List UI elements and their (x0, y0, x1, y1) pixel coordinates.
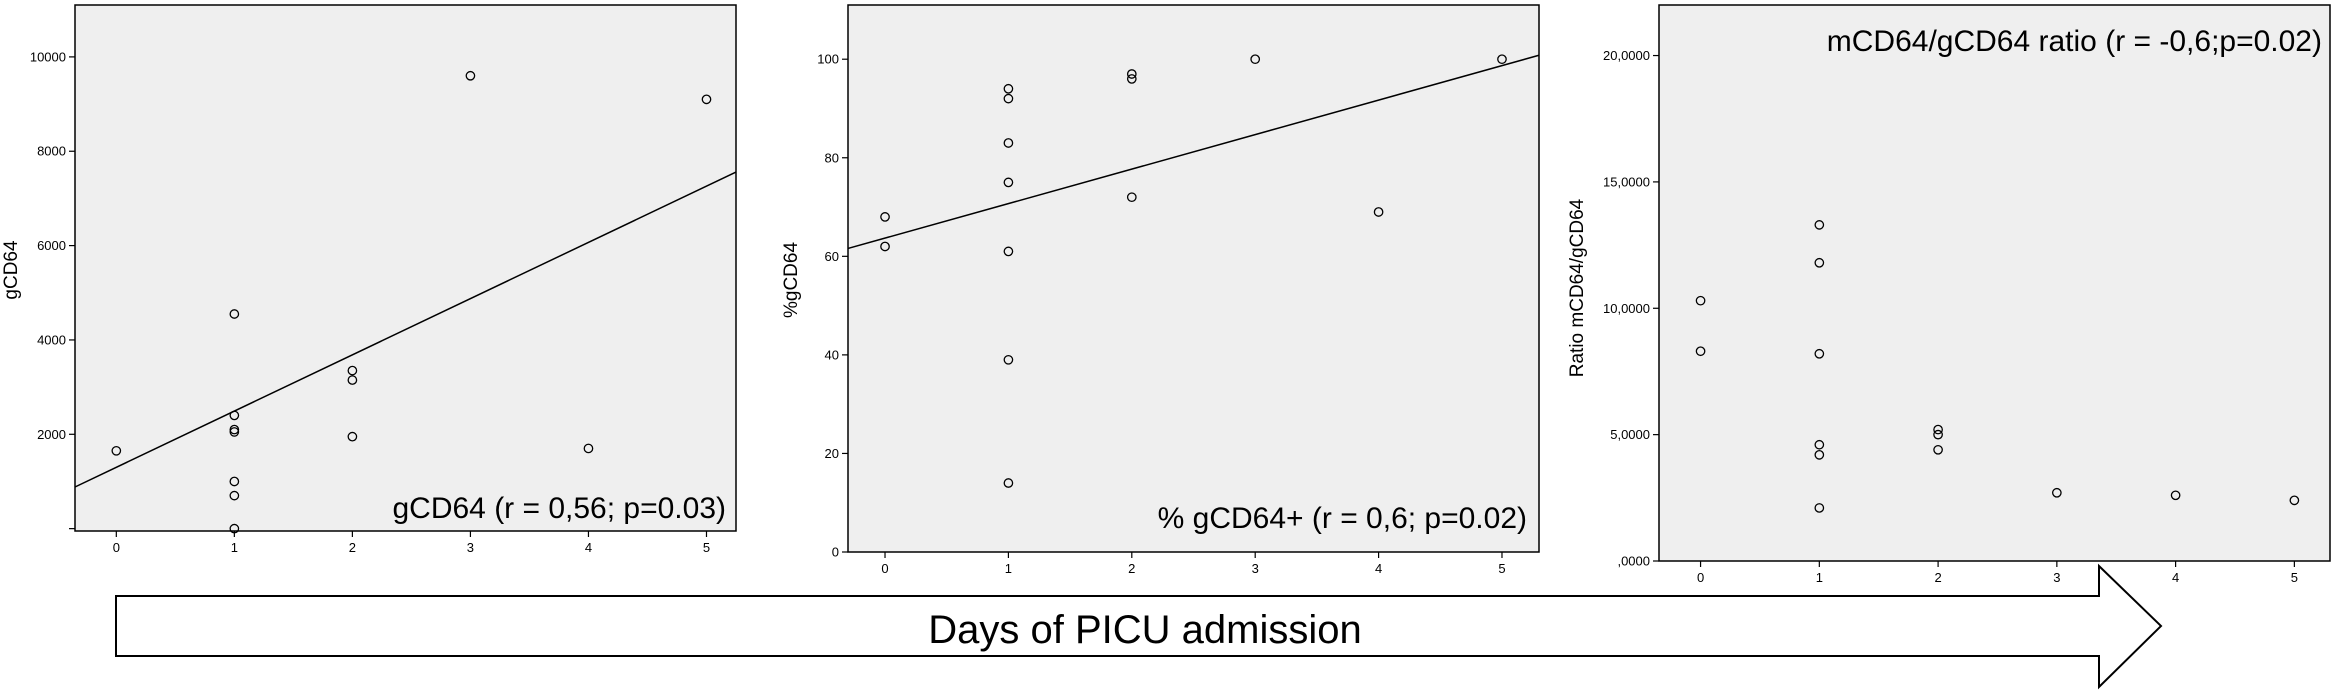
data-point (1003, 138, 1014, 148)
y-axis-title: gCD64 (1, 240, 22, 300)
data-point (347, 375, 358, 385)
data-point (229, 410, 240, 421)
data-point (1933, 424, 1943, 435)
y-tick-label: 20 (825, 446, 839, 461)
days-arrow: Days of PICU admission (115, 563, 2163, 690)
x-tick-label: 3 (1252, 561, 1259, 576)
x-tick-label: 4 (585, 540, 592, 555)
data-point (1695, 295, 1706, 306)
data-point (2051, 487, 2062, 498)
data-point (1003, 93, 1014, 104)
y-tick-label: 5,0000 (1610, 427, 1650, 442)
data-point (1250, 54, 1261, 65)
data-point (347, 365, 358, 376)
chart-marks: 0 1 2 3 4 5 2000 4000 6000 8000 10000 (30, 49, 737, 555)
data-point (465, 70, 476, 81)
data-point (111, 445, 122, 456)
data-point (2170, 490, 2181, 501)
data-point (1933, 429, 1943, 440)
chart-marks: 0 1 2 3 4 5 0 20 40 60 80 100 (817, 52, 1540, 576)
data-point (1003, 246, 1014, 257)
y-tick-label: 15,0000 (1603, 174, 1650, 189)
data-point (1126, 192, 1137, 203)
x-tick-label: 2 (349, 540, 356, 555)
x-tick-label: 1 (231, 540, 238, 555)
y-tick-label: 60 (825, 249, 839, 264)
data-point (1695, 346, 1706, 357)
fit-line (74, 171, 737, 488)
x-tick-label: 0 (113, 540, 120, 555)
x-tick-label: 0 (1697, 570, 1704, 585)
y-tick-label: 20,0000 (1603, 48, 1650, 63)
y-tick-label: 8000 (37, 144, 66, 159)
x-tick-label: 4 (1375, 561, 1382, 576)
data-point (1126, 74, 1137, 84)
data-point (1373, 207, 1384, 217)
data-point (229, 523, 240, 534)
y-axis-title: Ratio mCD64/gCD64 (1567, 198, 1588, 377)
data-point (229, 309, 240, 319)
x-tick-label: 1 (1005, 561, 1012, 576)
y-tick-label: 4000 (37, 332, 66, 347)
chart-percent-gcd64: 0 1 2 3 4 5 0 20 40 60 80 100 %gCD64 % gCD64+ (r = … (781, 4, 1540, 576)
chart-annotation: gCD64 (r = 0,56; p=0.03) (392, 492, 726, 525)
data-point (1814, 348, 1825, 359)
plot-area (1658, 4, 2331, 562)
data-point (1003, 177, 1014, 188)
x-tick-label: 1 (1816, 570, 1823, 585)
data-point (1126, 69, 1137, 79)
fit-line (847, 54, 1540, 250)
x-tick-label: 3 (467, 540, 474, 555)
data-point (1003, 83, 1014, 94)
y-tick-label: 0 (832, 545, 839, 560)
data-point (1933, 444, 1943, 455)
data-point (583, 443, 594, 454)
y-tick-label: ,0000 (1617, 554, 1650, 569)
x-tick-label: 3 (2053, 570, 2060, 585)
x-tick-label: 5 (2291, 570, 2298, 585)
x-tick-label: 5 (703, 540, 710, 555)
arrow-shape (115, 563, 2163, 690)
data-point (701, 94, 712, 105)
plot-area (74, 4, 737, 532)
y-tick-label: 6000 (37, 238, 66, 253)
data-point (347, 431, 358, 442)
data-point (229, 427, 240, 437)
data-point (1003, 478, 1014, 488)
data-point (1814, 503, 1825, 513)
data-point (1814, 220, 1825, 230)
data-point (1003, 354, 1014, 365)
plot-area (847, 4, 1540, 553)
data-point (1497, 54, 1507, 65)
x-tick-label: 5 (1498, 561, 1505, 576)
y-tick-label: 40 (825, 347, 839, 362)
data-point (2289, 495, 2300, 506)
chart-gcd64: 0 1 2 3 4 5 2000 4000 6000 8000 10000 gCD64 gCD64 … (1, 4, 737, 555)
x-tick-label: 2 (1934, 570, 1941, 585)
y-tick-label: 100 (817, 52, 839, 67)
data-point (880, 241, 890, 252)
data-point (1814, 439, 1825, 450)
y-tick-label: 80 (825, 150, 839, 165)
y-tick-label: 10,0000 (1603, 301, 1650, 316)
data-point (880, 212, 890, 222)
arrow-label: Days of PICU admission (928, 608, 1361, 652)
chart-annotation: % gCD64+ (r = 0,6; p=0.02) (1158, 502, 1527, 535)
y-tick-label: 2000 (37, 427, 66, 442)
y-axis-title: %gCD64 (781, 242, 802, 318)
chart-annotation: mCD64/gCD64 ratio (r = -0,6;p=0.02) (1827, 25, 2322, 58)
data-point (229, 476, 240, 487)
x-tick-label: 0 (881, 561, 888, 576)
data-point (229, 490, 240, 501)
data-point (1814, 257, 1825, 268)
x-tick-label: 2 (1128, 561, 1135, 576)
data-point (1814, 450, 1825, 460)
x-tick-label: 4 (2172, 570, 2179, 585)
y-tick-label: 10000 (30, 49, 66, 64)
